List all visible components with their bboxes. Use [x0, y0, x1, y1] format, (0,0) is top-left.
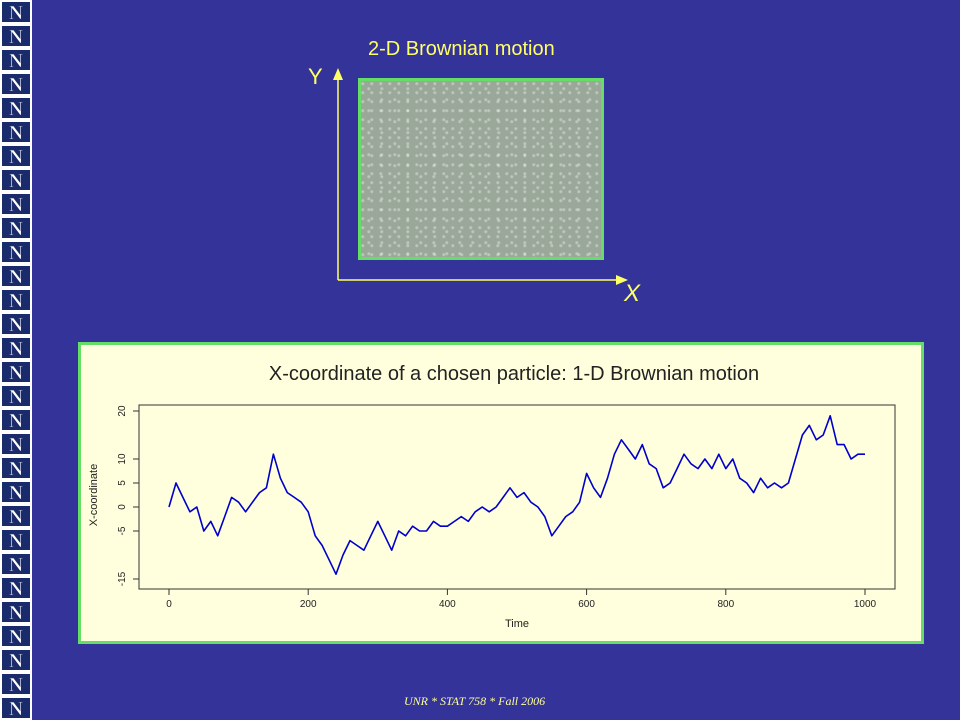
2d-axes	[333, 68, 628, 285]
logo-n-tile: N	[2, 674, 30, 694]
y-tick-label: -5	[117, 526, 128, 535]
line-chart: 0 200 400 600 800 1000 -15 -5 0 5 10 20 Time X-coordi…	[88, 404, 896, 630]
svg-text:N: N	[9, 578, 24, 598]
axis-y-label: Y	[308, 64, 323, 89]
logo-n-tile: N	[2, 98, 30, 118]
logo-n-tile: N	[2, 74, 30, 94]
svg-text:N: N	[9, 602, 24, 622]
logo-n-tile: N	[2, 506, 30, 526]
svg-text:N: N	[9, 482, 24, 502]
logo-n-tile: N	[2, 122, 30, 142]
logo-n-tile: N	[2, 554, 30, 574]
y-tick-label: -15	[117, 571, 128, 586]
svg-text:N: N	[9, 674, 24, 694]
svg-text:N: N	[9, 194, 24, 214]
particle-microscope-image	[358, 78, 604, 260]
svg-text:N: N	[9, 554, 24, 574]
svg-text:N: N	[9, 2, 24, 22]
plot-title: X-coordinate of a chosen particle: 1-D B…	[268, 363, 760, 385]
logo-n-tile: N	[2, 458, 30, 478]
svg-text:N: N	[9, 698, 24, 718]
plot-panel: X-coordinate of a chosen particle: 1-D B…	[78, 342, 924, 644]
logo-n-tile: N	[2, 146, 30, 166]
svg-text:N: N	[9, 458, 24, 478]
logo-n-tile: N	[2, 314, 30, 334]
svg-text:N: N	[9, 314, 24, 334]
svg-text:N: N	[9, 338, 24, 358]
svg-text:N: N	[9, 242, 24, 262]
svg-text:N: N	[9, 98, 24, 118]
svg-text:N: N	[9, 26, 24, 46]
title-2d-brownian: 2-D Brownian motion	[368, 38, 555, 60]
svg-text:N: N	[9, 626, 24, 646]
footer-course-label: UNR * STAT 758 * Fall 2006	[404, 694, 546, 708]
logo-n-tile: N	[2, 26, 30, 46]
logo-n-tile: N	[2, 578, 30, 598]
logo-n-tile: N	[2, 2, 30, 22]
y-tick-label: 10	[117, 453, 128, 465]
axis-x-label: X	[624, 280, 641, 307]
logo-n-tile: N	[2, 242, 30, 262]
svg-text:N: N	[9, 386, 24, 406]
y-tick-label: 5	[117, 480, 128, 486]
x-tick-label: 1000	[854, 599, 877, 610]
svg-text:N: N	[9, 74, 24, 94]
y-axis-label: X-coordinate	[88, 464, 100, 526]
svg-text:N: N	[9, 218, 24, 238]
logo-n-tile: N	[2, 170, 30, 190]
logo-n-tile: N	[2, 434, 30, 454]
svg-text:N: N	[9, 146, 24, 166]
svg-text:N: N	[9, 170, 24, 190]
logo-n-tile: N	[2, 266, 30, 286]
logo-n-tile: N	[2, 338, 30, 358]
logo-n-tile: N	[2, 362, 30, 382]
x-tick-label: 0	[166, 599, 172, 610]
svg-text:N: N	[9, 290, 24, 310]
logo-n-tile: N	[2, 626, 30, 646]
logo-n-tile: N	[2, 698, 30, 718]
svg-text:N: N	[9, 506, 24, 526]
svg-text:N: N	[9, 434, 24, 454]
logo-n-tile: N	[2, 410, 30, 430]
logo-n-tile: N	[2, 386, 30, 406]
series-line	[168, 415, 865, 575]
logo-n-tile: N	[2, 50, 30, 70]
x-tick-label: 400	[439, 599, 456, 610]
x-tick-label: 600	[578, 599, 595, 610]
logo-n-tile: N	[2, 650, 30, 670]
svg-text:N: N	[9, 410, 24, 430]
logo-n-tile: N	[2, 482, 30, 502]
logo-n-tile: N	[2, 218, 30, 238]
x-tick-label: 800	[717, 599, 734, 610]
x-tick-label: 200	[300, 599, 317, 610]
svg-text:N: N	[9, 530, 24, 550]
logo-n-tile: N	[2, 602, 30, 622]
svg-text:N: N	[9, 266, 24, 286]
y-tick-label: 20	[117, 405, 128, 417]
plot-frame	[138, 404, 896, 590]
x-axis-label: Time	[505, 618, 529, 630]
svg-text:N: N	[9, 50, 24, 70]
svg-text:N: N	[9, 650, 24, 670]
svg-text:N: N	[9, 362, 24, 382]
logo-n-tile: N	[2, 530, 30, 550]
y-tick-label: 0	[117, 504, 128, 510]
logo-n-tile: N	[2, 194, 30, 214]
logo-n-tile: N	[2, 290, 30, 310]
svg-text:N: N	[9, 122, 24, 142]
